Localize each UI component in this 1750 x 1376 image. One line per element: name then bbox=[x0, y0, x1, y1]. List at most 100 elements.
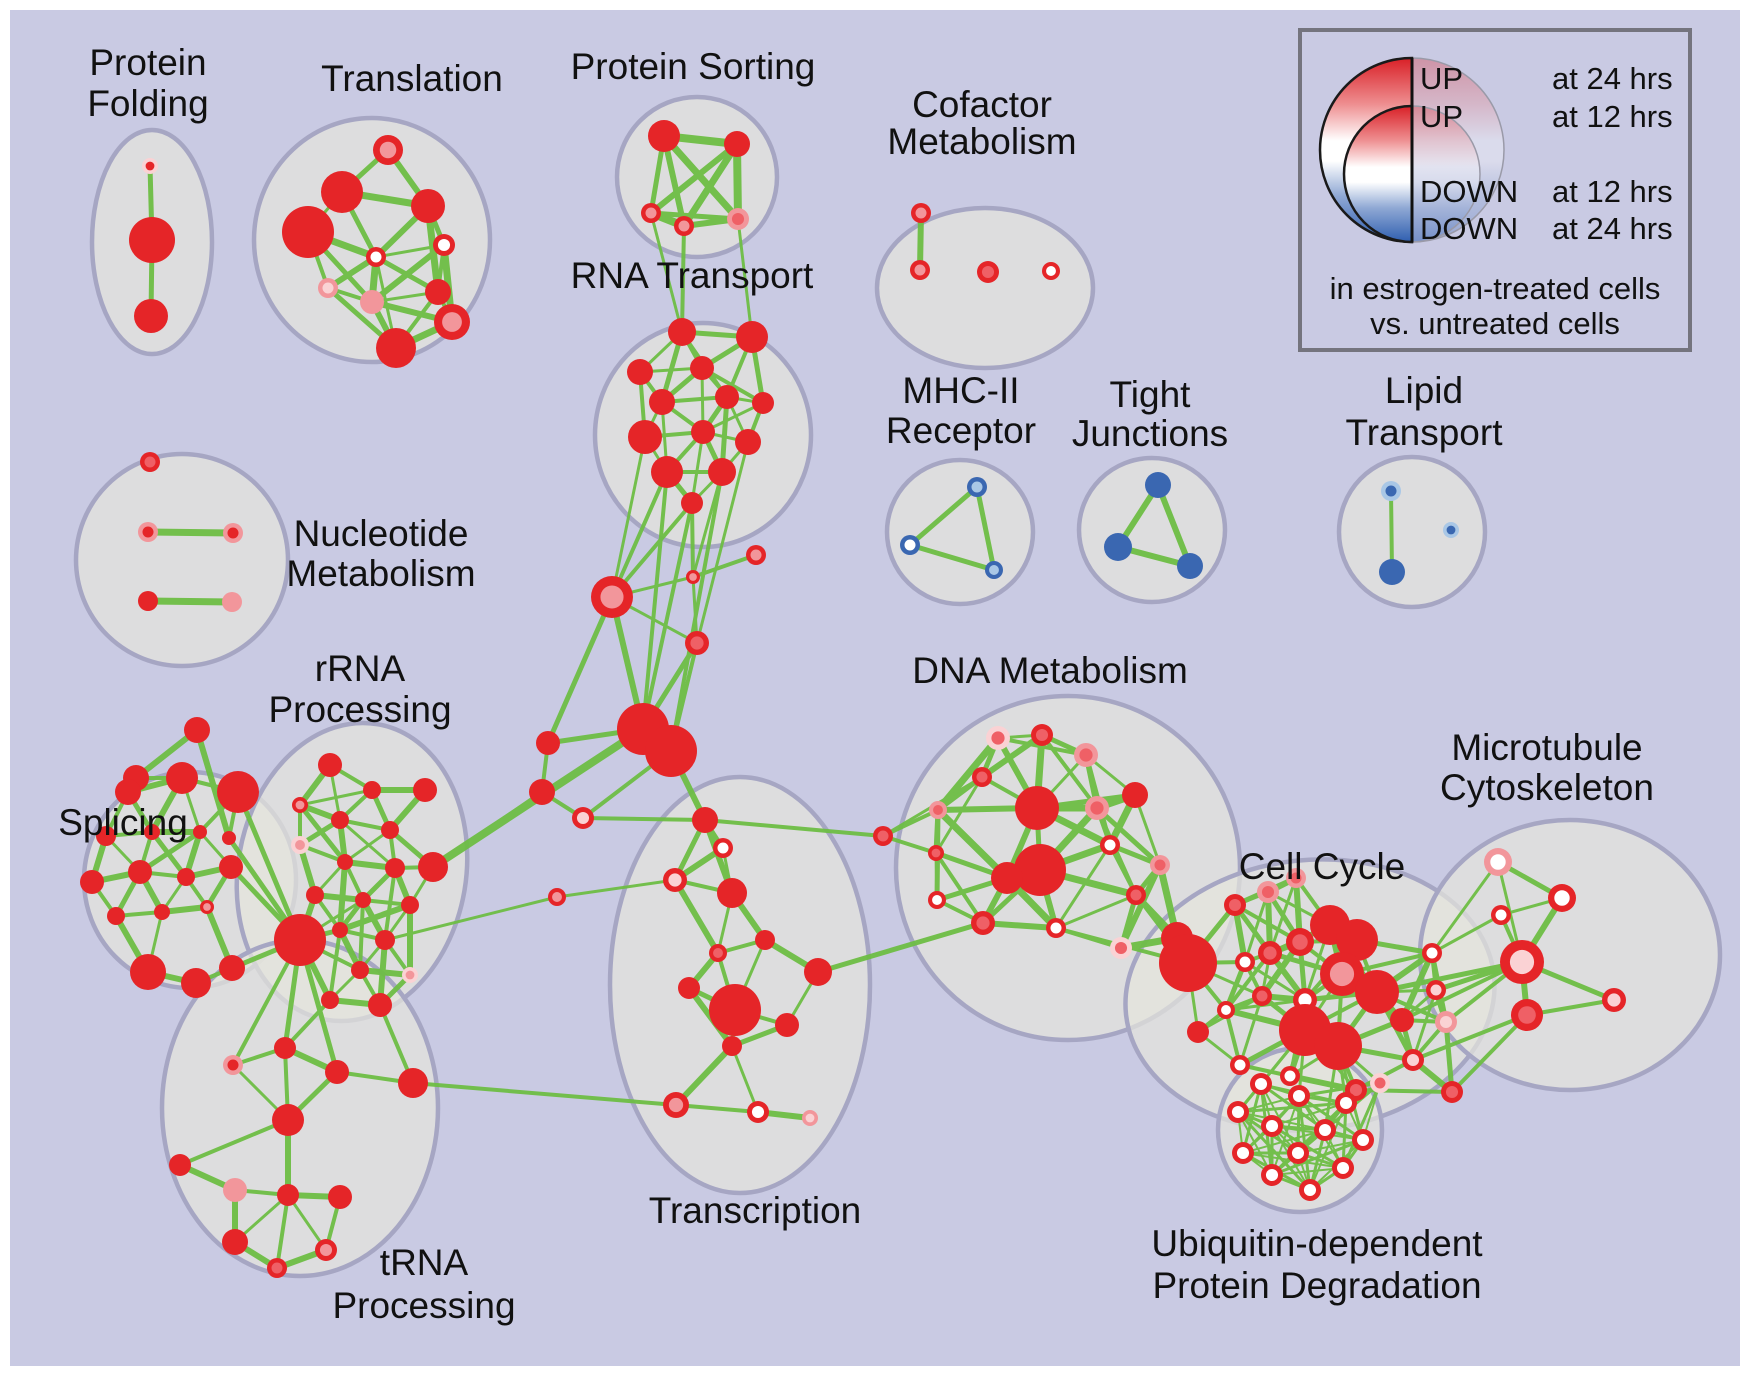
edge bbox=[383, 895, 559, 942]
edge bbox=[1389, 489, 1394, 574]
cluster-ellipse-lp bbox=[1336, 454, 1488, 610]
node-cc7 bbox=[1235, 952, 1255, 972]
node-dm17 bbox=[1126, 885, 1146, 905]
edge bbox=[648, 141, 740, 216]
node-rr7 bbox=[337, 854, 353, 870]
edge bbox=[1400, 960, 1524, 1022]
node-tx11 bbox=[663, 1092, 689, 1118]
cluster-label-tj: Junctions bbox=[1072, 413, 1228, 454]
edge bbox=[934, 806, 1011, 882]
edge bbox=[649, 211, 684, 334]
node-cc1 bbox=[1257, 881, 1279, 903]
node-tr5 bbox=[366, 247, 386, 267]
edge bbox=[680, 140, 741, 230]
node-cc8 bbox=[1320, 952, 1364, 996]
node-ub3 bbox=[1227, 1101, 1249, 1123]
edge bbox=[1430, 860, 1500, 955]
node-dm13 bbox=[1150, 855, 1170, 875]
cluster-label-cf: Cofactor bbox=[912, 84, 1052, 125]
edge bbox=[674, 1103, 760, 1114]
node-cc22 bbox=[1435, 1011, 1457, 1033]
node-cc0 bbox=[1224, 894, 1246, 916]
node-sp2 bbox=[217, 771, 259, 813]
node-sp9 bbox=[219, 855, 243, 879]
node-tr3 bbox=[282, 206, 334, 258]
node-rt11 bbox=[708, 458, 736, 486]
node-sp11 bbox=[154, 904, 170, 920]
node-sp1 bbox=[166, 762, 198, 794]
cluster-label-mh: MHC-II bbox=[902, 370, 1019, 411]
edge bbox=[1271, 1167, 1344, 1176]
node-tx12 bbox=[747, 1101, 769, 1123]
edge bbox=[1155, 482, 1193, 569]
cluster-label-ps: Protein Sorting bbox=[571, 46, 816, 87]
node-rr19 bbox=[368, 993, 392, 1017]
node-tj0 bbox=[1145, 472, 1171, 498]
node-rr1 bbox=[363, 781, 381, 799]
node-cc18 bbox=[1390, 1008, 1414, 1032]
node-tr7 bbox=[318, 278, 338, 298]
node-tn7 bbox=[277, 1184, 299, 1206]
node-nm0 bbox=[140, 452, 160, 472]
edge bbox=[1411, 1013, 1529, 1062]
legend-box bbox=[1298, 28, 1692, 352]
cluster-label-tr: Translation bbox=[321, 58, 503, 99]
node-rr13 bbox=[332, 922, 348, 938]
edge bbox=[144, 528, 237, 537]
node-tx8 bbox=[709, 984, 761, 1036]
legend-direction-label: UP bbox=[1420, 61, 1463, 96]
node-tn2 bbox=[325, 1060, 349, 1084]
edge bbox=[1268, 876, 1298, 955]
node-sp7 bbox=[128, 860, 152, 884]
node-rr11 bbox=[355, 892, 371, 908]
node-dm6 bbox=[1085, 796, 1109, 820]
cluster-label-cc: Cell Cycle bbox=[1239, 846, 1406, 887]
cluster-label-lp: Lipid bbox=[1385, 370, 1463, 411]
node-sp5 bbox=[193, 825, 207, 839]
edge bbox=[298, 788, 374, 807]
node-tn1 bbox=[274, 1037, 296, 1059]
cluster-label-mc: Microtubule bbox=[1451, 727, 1642, 768]
node-cc15 bbox=[1230, 1055, 1250, 1075]
node-mc4 bbox=[1511, 999, 1543, 1031]
node-dm2 bbox=[1074, 743, 1098, 767]
legend-right-half-circle bbox=[1411, 105, 1481, 243]
node-tx1 bbox=[713, 838, 733, 858]
cluster-ellipse-mc bbox=[1417, 817, 1723, 1093]
node-tn9 bbox=[222, 1229, 248, 1255]
node-rr0 bbox=[318, 753, 342, 777]
edge bbox=[374, 243, 446, 259]
node-cn0 bbox=[686, 570, 700, 584]
cluster-label-lp: Transport bbox=[1346, 412, 1504, 453]
node-dm12 bbox=[1100, 835, 1120, 855]
edge bbox=[286, 1193, 328, 1252]
node-sp10 bbox=[107, 907, 125, 925]
edge bbox=[980, 920, 1059, 931]
edge bbox=[680, 224, 686, 334]
node-tn4 bbox=[272, 1104, 304, 1136]
node-sp13 bbox=[130, 954, 166, 990]
node-fc1 bbox=[529, 779, 555, 805]
node-dm14 bbox=[928, 891, 946, 909]
node-cc4 bbox=[1336, 919, 1378, 961]
node-cc24 bbox=[1441, 1081, 1463, 1103]
cluster-label-tj: Tight bbox=[1110, 374, 1192, 415]
node-tn6 bbox=[223, 1178, 247, 1202]
edge bbox=[703, 818, 885, 838]
cluster-label-ub: Protein Degradation bbox=[1152, 1265, 1481, 1306]
cluster-label-rr: Processing bbox=[268, 689, 451, 730]
node-cc9 bbox=[1355, 970, 1399, 1014]
node-lp2 bbox=[1443, 522, 1459, 538]
node-nm4 bbox=[222, 592, 242, 612]
edge bbox=[1399, 950, 1435, 1023]
node-dm5 bbox=[929, 801, 947, 819]
node-dm11 bbox=[991, 862, 1023, 894]
node-dm9 bbox=[1015, 786, 1059, 830]
node-rt10 bbox=[651, 456, 683, 488]
edge bbox=[1411, 988, 1438, 1062]
node-dm0 bbox=[986, 726, 1010, 750]
node-sp14 bbox=[181, 968, 211, 998]
node-mc2 bbox=[1491, 905, 1511, 925]
node-tj1 bbox=[1104, 533, 1132, 561]
